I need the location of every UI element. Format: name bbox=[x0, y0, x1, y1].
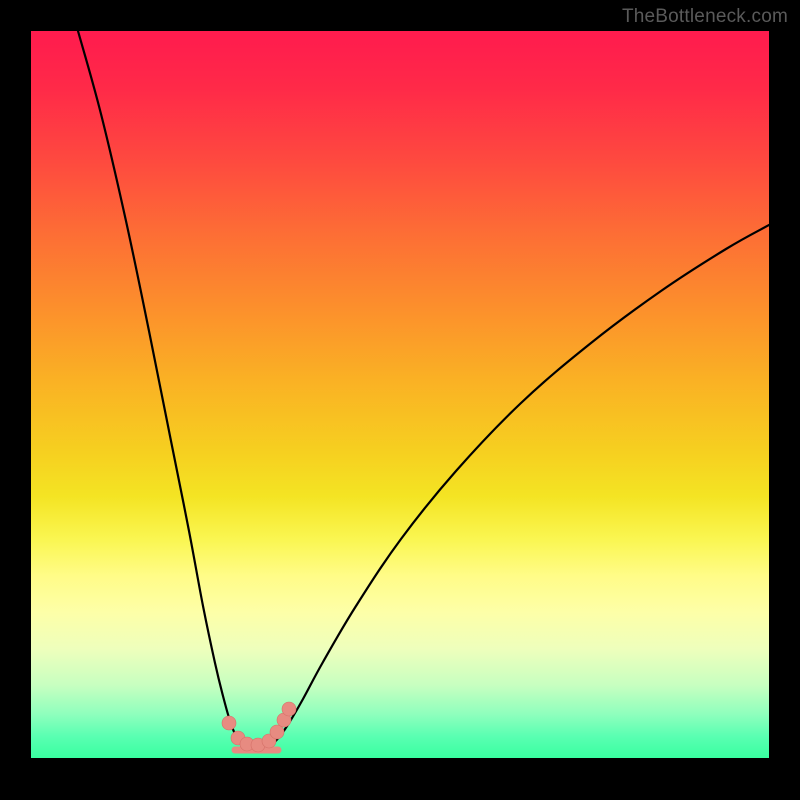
attribution-watermark: TheBottleneck.com bbox=[622, 6, 788, 28]
valley-marker-dots bbox=[222, 702, 296, 752]
valley-marker-dot bbox=[270, 725, 284, 739]
plot-area bbox=[31, 31, 769, 758]
valley-marker-dot bbox=[282, 702, 296, 716]
curve-left-branch bbox=[78, 31, 243, 746]
curve-right-branch bbox=[271, 225, 769, 746]
valley-marker-dot bbox=[222, 716, 236, 730]
bottleneck-curve-svg bbox=[31, 31, 769, 758]
